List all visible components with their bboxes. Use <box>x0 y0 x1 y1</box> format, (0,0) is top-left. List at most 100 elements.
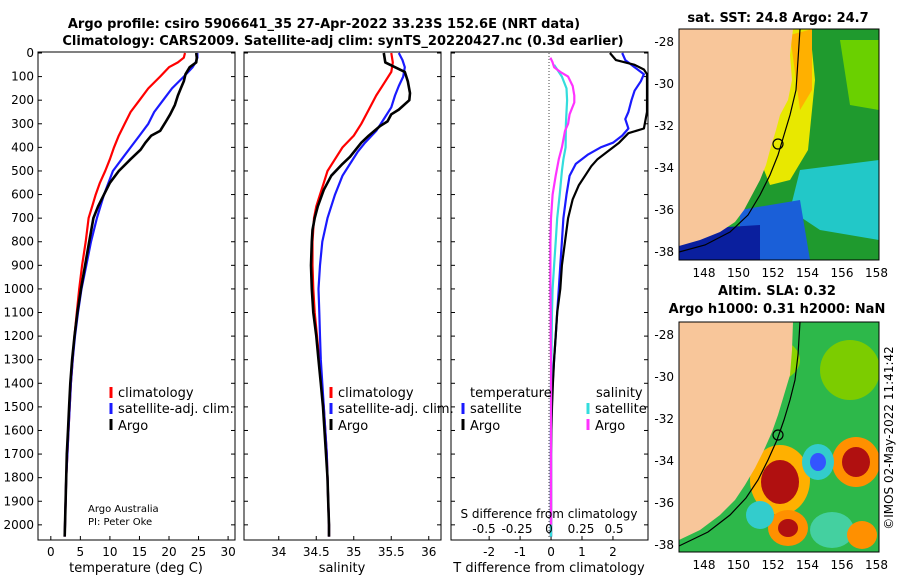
isobath <box>679 322 801 547</box>
lat-tick-label: -30 <box>654 77 674 91</box>
x-tick-label: 15 <box>132 545 147 559</box>
x-tick-label: 5 <box>77 545 85 559</box>
lon-tick-label: 154 <box>796 558 819 572</box>
lon-tick-label: 148 <box>693 558 716 572</box>
x-tick-label: 20 <box>161 545 176 559</box>
depth-tick-label: 500 <box>11 164 34 178</box>
depth-tick-label: 600 <box>11 188 34 202</box>
lat-tick-label: -32 <box>654 119 674 133</box>
series-salinity-argo <box>549 57 576 525</box>
lat-tick-label: -30 <box>654 370 674 384</box>
difference-xticks: -2 -1 0 1 2 <box>483 536 617 559</box>
x-tick-label: 35 <box>346 545 361 559</box>
depth-tick-label: 1600 <box>3 423 34 437</box>
sla-high <box>778 519 798 537</box>
legend-label-satellite: satellite-adj. clim. <box>118 402 234 417</box>
lat-tick-label: -34 <box>654 454 674 468</box>
figure-title-line2: Climatology: CARS2009. Satellite-adj cli… <box>62 34 623 49</box>
depth-tick-label: 300 <box>11 117 34 131</box>
argo-location-marker <box>772 429 784 441</box>
sst-lon-labels: 148 150 152 154 156 158 <box>693 266 888 280</box>
x-tick-label: 30 <box>220 545 235 559</box>
salinity-xticks: 34 34.5 35 35.5 36 <box>271 536 436 559</box>
x-tick-label: 10 <box>102 545 117 559</box>
sla-low <box>746 501 774 529</box>
lat-tick-label: -28 <box>654 328 674 342</box>
depth-tick-label: 1800 <box>3 471 34 485</box>
lon-tick-label: 158 <box>865 266 888 280</box>
legend-salinity: climatology satellite-adj. clim. Argo <box>329 386 454 434</box>
x-tick-label: -2 <box>483 545 495 559</box>
credit-line2: PI: Peter Oke <box>88 517 152 528</box>
isobath <box>679 29 801 253</box>
map-sst-title: sat. SST: 24.8 Argo: 24.7 <box>687 11 868 26</box>
sst-cool-region <box>790 160 879 240</box>
lat-tick-label: -38 <box>654 538 674 552</box>
depth-tick-label: 1900 <box>3 494 34 508</box>
legend-label-t-argo: Argo <box>470 419 500 434</box>
x-tick-label: 35.5 <box>378 545 405 559</box>
sla-map <box>679 322 879 552</box>
series-argo <box>309 52 412 537</box>
legend-label-s-satellite: satellite <box>595 402 647 417</box>
series-argo <box>63 52 199 537</box>
lon-tick-label: 150 <box>727 558 750 572</box>
x-tick-label: 0 <box>547 545 555 559</box>
lat-tick-label: -38 <box>654 245 674 259</box>
depth-tick-label: 700 <box>11 211 34 225</box>
depth-tick-label: 100 <box>11 70 34 84</box>
x-tick-label: -1 <box>514 545 526 559</box>
depth-tick-label: 2000 <box>3 518 34 532</box>
sla-low-core <box>810 453 826 471</box>
temperature-xticks: 0 5 10 15 20 25 30 <box>47 536 236 559</box>
lon-tick-label: 150 <box>727 266 750 280</box>
lon-tick-label: 158 <box>865 558 888 572</box>
map-sla-title1: Altim. SLA: 0.32 <box>718 284 836 299</box>
s-difference-label: S difference from climatology <box>461 507 638 521</box>
figure-title-line1: Argo profile: csiro 5906641_35 27-Apr-20… <box>68 17 580 32</box>
depth-tick-label: 1700 <box>3 447 34 461</box>
s-tick-label: 0.25 <box>568 522 595 536</box>
lon-tick-label: 154 <box>796 266 819 280</box>
depth-tick-label: 800 <box>11 235 34 249</box>
sst-map-frame <box>678 28 880 261</box>
legend-temperature-title: temperature <box>470 386 552 401</box>
lon-tick-label: 156 <box>831 266 854 280</box>
s-tick-label: -0.5 <box>472 522 495 536</box>
legend-label-satellite: satellite-adj. clim. <box>338 402 454 417</box>
argo-location-marker <box>772 138 784 150</box>
lat-tick-label: -32 <box>654 412 674 426</box>
depth-tick-label: 400 <box>11 140 34 154</box>
sla-high-ring <box>847 521 877 549</box>
lon-tick-label: 156 <box>831 558 854 572</box>
sla-blob <box>820 340 879 400</box>
lat-tick-label: -36 <box>654 496 674 510</box>
depth-tick-label: 200 <box>11 93 34 107</box>
sla-low <box>810 512 854 548</box>
x-tick-label: 34.5 <box>303 545 330 559</box>
sla-lat-labels: -28 -30 -32 -34 -36 -38 <box>654 328 674 552</box>
s-tick-label: -0.25 <box>501 522 532 536</box>
legend-differences: temperature salinity satellite Argo sate… <box>461 386 647 434</box>
salinity-xlabel: salinity <box>319 561 366 576</box>
land <box>679 322 793 540</box>
lat-tick-label: -34 <box>654 161 674 175</box>
temperature-series <box>63 52 199 537</box>
depth-tick-label: 0 <box>26 46 34 60</box>
x-tick-label: 36 <box>421 545 436 559</box>
lon-tick-label: 148 <box>693 266 716 280</box>
depth-tick-label: 1100 <box>3 306 34 320</box>
credit-line1: Argo Australia <box>88 504 159 515</box>
depth-tick-label: 1300 <box>3 353 34 367</box>
salinity-panel <box>243 51 442 541</box>
sst-lat-labels: -28 -30 -32 -34 -36 -38 <box>654 35 674 259</box>
lon-tick-label: 152 <box>762 266 785 280</box>
x-tick-label: 2 <box>609 545 617 559</box>
depth-tick-label: 1500 <box>3 400 34 414</box>
x-tick-label: 34 <box>271 545 286 559</box>
depth-axis-labels: 0 100 200 300 400 500 600 700 800 900 1000 1100 1200… <box>3 46 34 532</box>
sst-patch <box>840 40 879 110</box>
legend-label-argo: Argo <box>118 419 148 434</box>
map-sla-title2: Argo h1000: 0.31 h2000: NaN <box>669 302 886 317</box>
